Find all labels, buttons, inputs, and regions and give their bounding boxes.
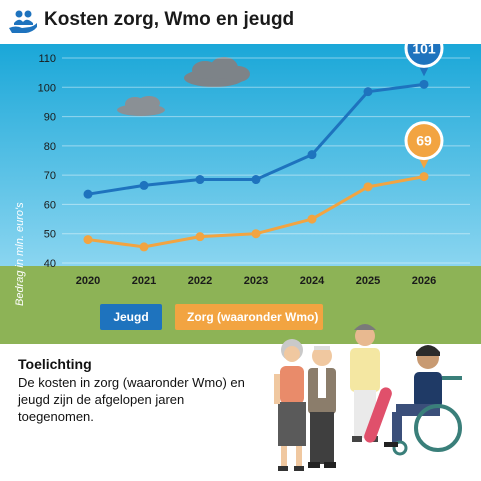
- y-tick-label: 90: [44, 112, 56, 124]
- skateboard-icon: [364, 387, 392, 443]
- y-axis-label: Bedrag in mln. euro's: [14, 202, 26, 306]
- data-point-jeugd: [251, 175, 261, 185]
- data-point-zorg: [363, 182, 373, 192]
- callout-zorg: 69: [404, 121, 444, 169]
- x-tick-label: 2023: [244, 275, 268, 287]
- x-tick-label: 2021: [132, 275, 156, 287]
- data-point-jeugd: [307, 150, 317, 160]
- x-tick-label: 2025: [356, 275, 380, 287]
- cloud-icon: [117, 96, 165, 116]
- elderly-man-figure: [308, 346, 336, 468]
- y-tick-label: 60: [44, 199, 56, 211]
- y-tick-label: 40: [44, 258, 56, 270]
- callout-badge: [404, 121, 444, 161]
- data-point-jeugd: [419, 79, 429, 89]
- explanation-title: Toelichting: [18, 356, 92, 372]
- data-point-jeugd: [363, 87, 373, 97]
- data-point-zorg: [251, 229, 261, 239]
- data-point-jeugd: [83, 189, 93, 199]
- data-point-zorg: [419, 172, 429, 182]
- y-tick-label: 110: [38, 53, 56, 65]
- callout-value: 101: [412, 44, 436, 56]
- line-chart: 40 50 60 70 80 90 100 110 2020 2021 2022 2023 2024 2…: [0, 44, 481, 344]
- data-point-zorg: [307, 214, 317, 224]
- callout-jeugd: 101: [404, 44, 444, 77]
- data-point-zorg: [195, 232, 205, 242]
- legend-zorg: Zorg (waaronder Wmo): [175, 304, 323, 330]
- data-point-zorg: [83, 235, 93, 245]
- y-tick-label: 80: [44, 141, 56, 153]
- cloud-icon: [184, 57, 250, 87]
- x-tick-label: 2020: [76, 275, 100, 287]
- page-title: Kosten zorg, Wmo en jeugd: [44, 9, 295, 30]
- x-tick-label: 2024: [300, 275, 325, 287]
- elderly-woman-figure: [274, 339, 306, 471]
- y-tick-label: 70: [44, 170, 56, 182]
- x-tick-label: 2022: [188, 275, 212, 287]
- care-hands-icon: [9, 10, 37, 33]
- callout-value: 69: [416, 133, 432, 149]
- young-man-figure: [350, 324, 380, 442]
- explanation-text: De kosten in zorg (waaronder Wmo) en jeu…: [18, 375, 245, 424]
- y-tick-label: 50: [44, 229, 56, 241]
- chart: 40 50 60 70 80 90 100 110 2020 2021 2022 2023 2024 2…: [0, 44, 481, 344]
- data-point-zorg: [139, 242, 149, 252]
- people-illustration: [274, 324, 462, 471]
- callout-badge: [404, 44, 444, 68]
- y-tick-label: 100: [38, 82, 56, 94]
- data-point-jeugd: [195, 175, 205, 185]
- wheelchair-user-figure: [384, 345, 462, 456]
- legend-jeugd: Jeugd: [100, 304, 162, 330]
- data-point-jeugd: [139, 180, 149, 190]
- header: Kosten zorg, Wmo en jeugd: [0, 0, 481, 44]
- x-tick-label: 2026: [412, 275, 436, 287]
